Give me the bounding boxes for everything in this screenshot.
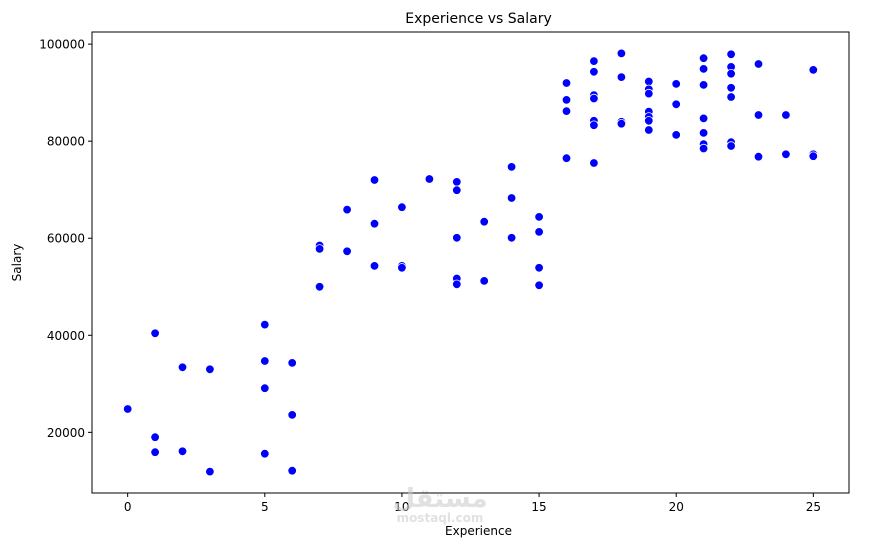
axes-frame (91, 31, 850, 494)
data-point (506, 233, 517, 243)
x-axis-label: Experience (445, 524, 512, 538)
data-point (671, 130, 681, 140)
x-tick-label: 25 (806, 500, 821, 514)
data-point (781, 110, 791, 120)
x-tick-label: 15 (531, 500, 546, 514)
data-point (644, 125, 654, 135)
data-point (122, 404, 133, 414)
data-point (260, 449, 270, 459)
data-point (260, 319, 270, 330)
x-tick-label: 5 (261, 500, 269, 514)
data-point (616, 118, 627, 129)
y-tick-label: 100000 (39, 38, 85, 52)
data-point (589, 93, 599, 104)
data-point (644, 88, 654, 99)
y-axis: 20000 40000 60000 80000 100000 (39, 38, 92, 440)
data-point (205, 466, 215, 477)
data-point (177, 446, 188, 457)
data-point (589, 158, 599, 168)
data-point (342, 204, 352, 215)
data-point (808, 65, 819, 75)
watermark-arabic: مستقل (392, 484, 488, 514)
data-point (753, 59, 764, 69)
data-point (369, 261, 380, 271)
data-point (781, 149, 791, 160)
data-point (589, 67, 599, 77)
x-tick-label: 0 (124, 500, 132, 514)
y-axis-label: Salary (10, 244, 24, 282)
data-point (534, 212, 544, 222)
y-tick-label: 80000 (47, 135, 85, 149)
data-point (314, 244, 325, 254)
data-point (342, 246, 352, 257)
data-point (534, 263, 544, 273)
data-point (287, 358, 297, 368)
data-point (726, 83, 736, 93)
watermark-latin: mostaql.com (396, 511, 484, 525)
chart-title: Experience vs Salary (405, 11, 552, 27)
data-point (369, 218, 380, 229)
data-point (479, 276, 489, 286)
data-point (616, 72, 627, 82)
y-tick-label: 40000 (47, 329, 85, 343)
data-point (808, 151, 819, 161)
data-point (698, 64, 709, 74)
data-point (150, 447, 160, 457)
data-point (314, 282, 325, 292)
data-point (561, 106, 572, 116)
data-point (698, 128, 709, 138)
data-point (644, 116, 654, 126)
y-tick-label: 60000 (47, 232, 85, 246)
data-point (260, 356, 270, 366)
data-point (534, 227, 544, 237)
data-point (698, 143, 709, 154)
data-point (726, 49, 736, 60)
x-tick-label: 20 (669, 500, 684, 514)
data-point (644, 76, 654, 87)
data-point (260, 383, 270, 393)
data-point (589, 56, 599, 66)
data-point (452, 177, 462, 187)
data-point (671, 79, 681, 89)
x-tick-label: 10 (394, 500, 409, 514)
data-point (671, 99, 681, 110)
data-point (452, 185, 462, 195)
data-point (698, 53, 709, 63)
data-point (726, 141, 736, 151)
data-point (287, 410, 297, 420)
data-point (698, 80, 709, 90)
data-point (561, 78, 572, 88)
data-point (616, 48, 627, 59)
data-point (287, 466, 297, 476)
data-point (753, 151, 764, 162)
data-point (698, 113, 709, 124)
data-point (424, 174, 435, 184)
data-point (452, 233, 462, 243)
data-point (397, 263, 407, 273)
data-point (150, 432, 160, 442)
data-point (561, 95, 572, 105)
x-axis: 0 5 10 15 20 25 (124, 493, 821, 514)
y-tick-label: 20000 (47, 426, 85, 440)
data-point (726, 68, 736, 79)
data-point (506, 193, 517, 203)
data-point (177, 362, 188, 373)
data-point (726, 92, 736, 102)
data-point (506, 162, 517, 172)
data-point (150, 328, 160, 339)
data-point (205, 364, 215, 375)
data-point (479, 216, 489, 227)
plot-area (122, 48, 819, 477)
data-point (753, 110, 764, 120)
data-point (452, 279, 462, 290)
data-point (397, 202, 407, 212)
data-point (534, 280, 544, 291)
watermark: مستقل mostaql.com (385, 486, 495, 524)
data-point (589, 120, 599, 130)
data-point (369, 175, 380, 185)
data-point (561, 153, 572, 163)
